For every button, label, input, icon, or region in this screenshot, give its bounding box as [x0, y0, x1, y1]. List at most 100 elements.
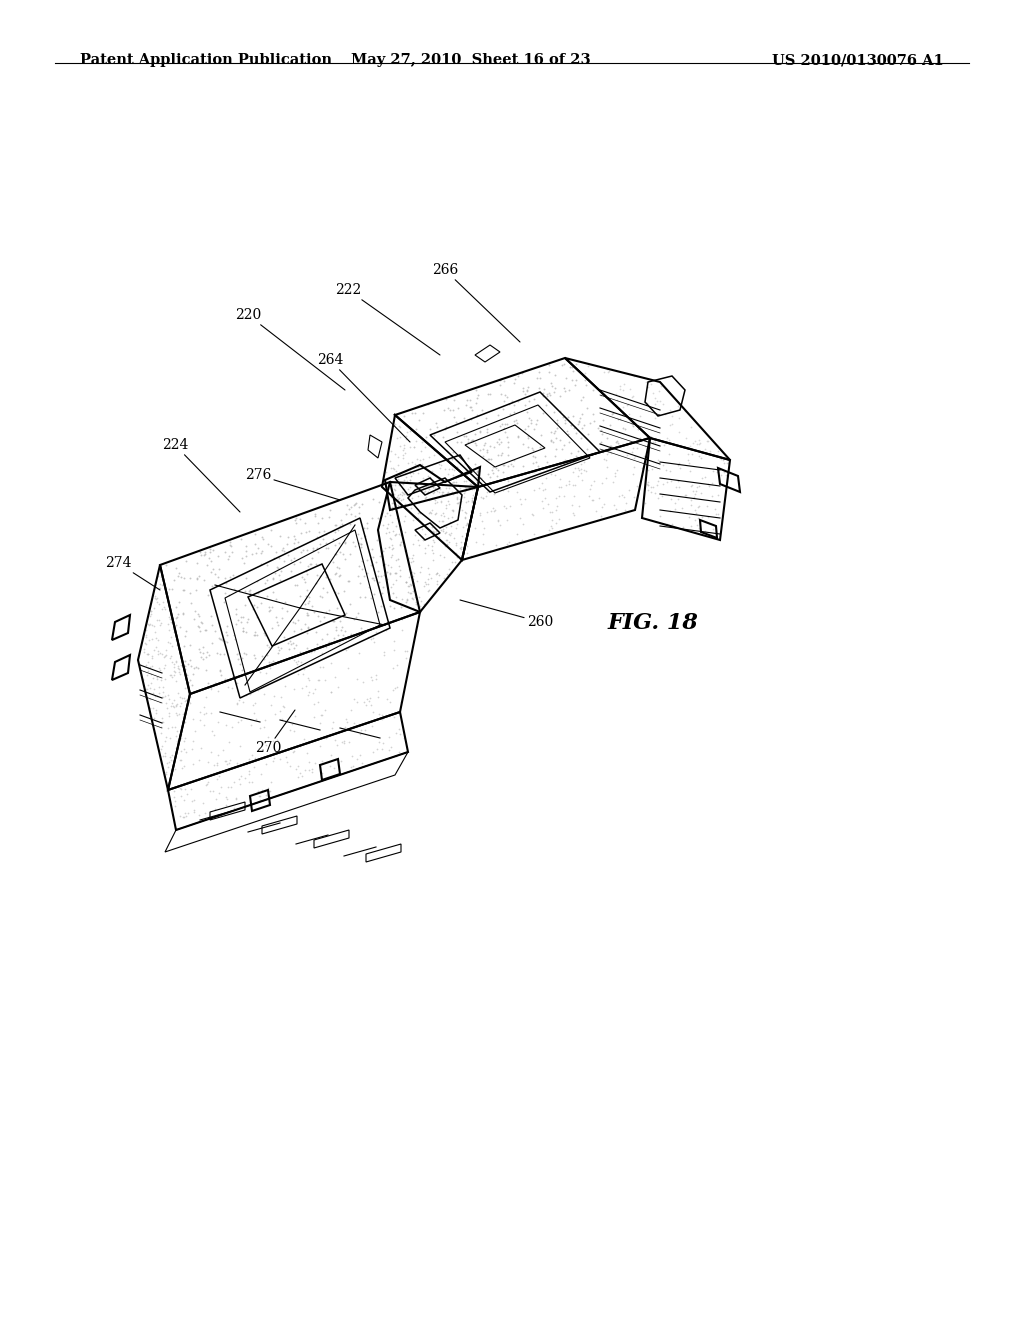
Point — [232, 735, 249, 756]
Point — [709, 462, 725, 483]
Point — [511, 508, 527, 529]
Point — [545, 502, 561, 523]
Point — [678, 428, 694, 449]
Point — [378, 620, 394, 642]
Point — [418, 469, 434, 490]
Point — [173, 693, 189, 714]
Point — [505, 455, 521, 477]
Point — [383, 737, 399, 758]
Point — [210, 711, 226, 733]
Point — [467, 478, 483, 499]
Point — [397, 466, 414, 487]
Point — [472, 504, 488, 525]
Point — [541, 383, 557, 404]
Point — [153, 739, 169, 760]
Point — [169, 693, 185, 714]
Point — [142, 697, 159, 718]
Point — [280, 545, 296, 566]
Point — [498, 413, 514, 434]
Point — [452, 496, 468, 517]
Point — [330, 677, 346, 698]
Point — [392, 565, 409, 586]
Point — [279, 601, 295, 622]
Point — [254, 527, 270, 548]
Point — [181, 692, 198, 713]
Point — [681, 453, 697, 474]
Point — [336, 731, 352, 752]
Point — [437, 478, 454, 499]
Point — [228, 643, 245, 664]
Point — [710, 504, 726, 525]
Point — [613, 484, 630, 506]
Point — [386, 639, 402, 660]
Point — [541, 519, 557, 540]
Point — [518, 380, 535, 401]
Point — [468, 379, 484, 400]
Point — [166, 787, 182, 808]
Point — [288, 612, 304, 634]
Point — [616, 418, 633, 440]
Point — [311, 521, 328, 543]
Point — [429, 562, 445, 583]
Text: US 2010/0130076 A1: US 2010/0130076 A1 — [772, 53, 944, 67]
Point — [164, 636, 180, 657]
Point — [209, 755, 225, 776]
Point — [551, 486, 567, 507]
Point — [401, 420, 418, 441]
Point — [268, 543, 285, 564]
Point — [311, 565, 328, 586]
Point — [365, 701, 381, 722]
Point — [362, 694, 379, 715]
Point — [509, 412, 525, 433]
Point — [155, 686, 171, 708]
Point — [371, 492, 387, 513]
Point — [154, 686, 170, 708]
Point — [599, 428, 615, 449]
Point — [270, 643, 287, 664]
Point — [640, 430, 656, 451]
Point — [615, 403, 632, 424]
Point — [392, 558, 409, 579]
Point — [279, 533, 295, 554]
Point — [299, 540, 315, 561]
Point — [692, 483, 709, 504]
Point — [175, 579, 191, 601]
Point — [439, 529, 456, 550]
Point — [690, 508, 707, 529]
Point — [191, 710, 208, 731]
Point — [168, 671, 184, 692]
Point — [300, 605, 316, 626]
Point — [230, 768, 247, 789]
Point — [417, 480, 433, 502]
Point — [534, 490, 550, 511]
Point — [703, 473, 720, 494]
Point — [543, 430, 559, 451]
Point — [191, 616, 208, 638]
Point — [426, 445, 442, 466]
Point — [510, 366, 526, 387]
Point — [301, 751, 317, 772]
Point — [662, 414, 678, 436]
Point — [691, 517, 708, 539]
Point — [457, 453, 473, 474]
Point — [155, 569, 171, 590]
Point — [389, 490, 406, 511]
Point — [385, 582, 401, 603]
Point — [398, 471, 415, 492]
Point — [460, 432, 476, 453]
Point — [413, 561, 429, 582]
Point — [259, 569, 275, 590]
Point — [403, 403, 420, 424]
Point — [464, 400, 480, 421]
Text: 264: 264 — [316, 352, 410, 442]
Point — [547, 421, 563, 442]
Point — [449, 513, 465, 535]
Point — [531, 462, 548, 483]
Point — [168, 730, 184, 751]
Point — [245, 694, 261, 715]
Point — [275, 541, 292, 562]
Point — [678, 484, 694, 506]
Point — [282, 756, 298, 777]
Point — [182, 568, 199, 589]
Point — [453, 465, 469, 486]
